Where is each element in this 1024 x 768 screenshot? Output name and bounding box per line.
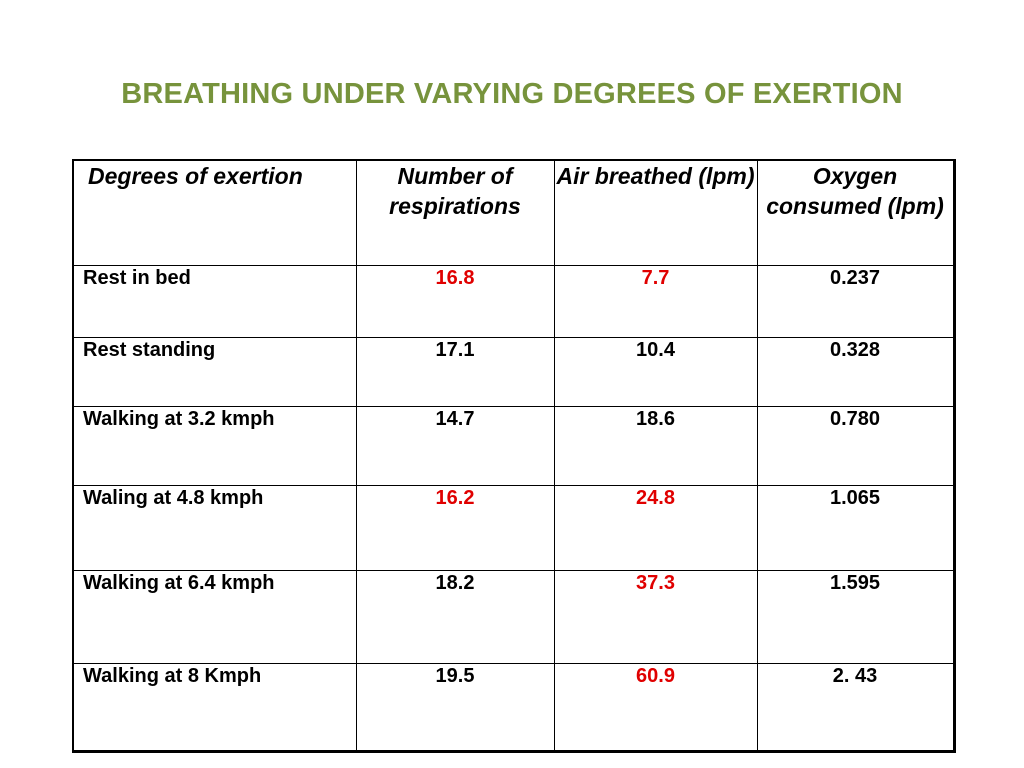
row-label: Walking at 3.2 kmph (72, 405, 357, 486)
oxygen-consumed-value: 0.780 (756, 405, 955, 486)
oxygen-consumed-value: 1.595 (756, 569, 955, 664)
respirations-value: 14.7 (355, 405, 555, 486)
oxygen-consumed-value: 1.065 (756, 484, 955, 571)
respirations-value: 16.2 (355, 484, 555, 571)
air-breathed-value: 10.4 (553, 336, 758, 407)
respirations-value: 17.1 (355, 336, 555, 407)
table-row: Walking at 6.4 kmph 18.2 37.3 1.595 (72, 569, 955, 664)
air-breathed-value: 7.7 (553, 264, 758, 338)
row-label: Waling at 4.8 kmph (72, 484, 357, 571)
air-breathed-value: 18.6 (553, 405, 758, 486)
respirations-value: 16.8 (355, 264, 555, 338)
exertion-table: Degrees of exertion Number of respiratio… (72, 159, 956, 753)
table-row: Walking at 3.2 kmph 14.7 18.6 0.780 (72, 405, 955, 486)
header-oxygen-consumed: Oxygen consumed (lpm) (756, 159, 955, 266)
header-degrees-of-exertion: Degrees of exertion (72, 159, 357, 266)
oxygen-consumed-value: 0.328 (756, 336, 955, 407)
respirations-value: 19.5 (355, 662, 555, 752)
oxygen-consumed-value: 0.237 (756, 264, 955, 338)
table-row: Rest standing 17.1 10.4 0.328 (72, 336, 955, 407)
header-number-of-respirations: Number of respirations (355, 159, 555, 266)
air-breathed-value: 37.3 (553, 569, 758, 664)
air-breathed-value: 24.8 (553, 484, 758, 571)
oxygen-consumed-value: 2. 43 (756, 662, 955, 752)
row-label: Walking at 6.4 kmph (72, 569, 357, 664)
row-label: Rest in bed (72, 264, 357, 338)
row-label: Rest standing (72, 336, 357, 407)
respirations-value: 18.2 (355, 569, 555, 664)
slide-title: BREATHING UNDER VARYING DEGREES OF EXERT… (121, 78, 903, 110)
table-header-row: Degrees of exertion Number of respiratio… (72, 159, 955, 266)
air-breathed-value: 60.9 (553, 662, 758, 752)
row-label: Walking at 8 Kmph (72, 662, 357, 752)
table-row: Waling at 4.8 kmph 16.2 24.8 1.065 (72, 484, 955, 571)
table-row: Rest in bed 16.8 7.7 0.237 (72, 264, 955, 338)
header-air-breathed: Air breathed (lpm) (553, 159, 758, 266)
table-row: Walking at 8 Kmph 19.5 60.9 2. 43 (72, 662, 955, 752)
